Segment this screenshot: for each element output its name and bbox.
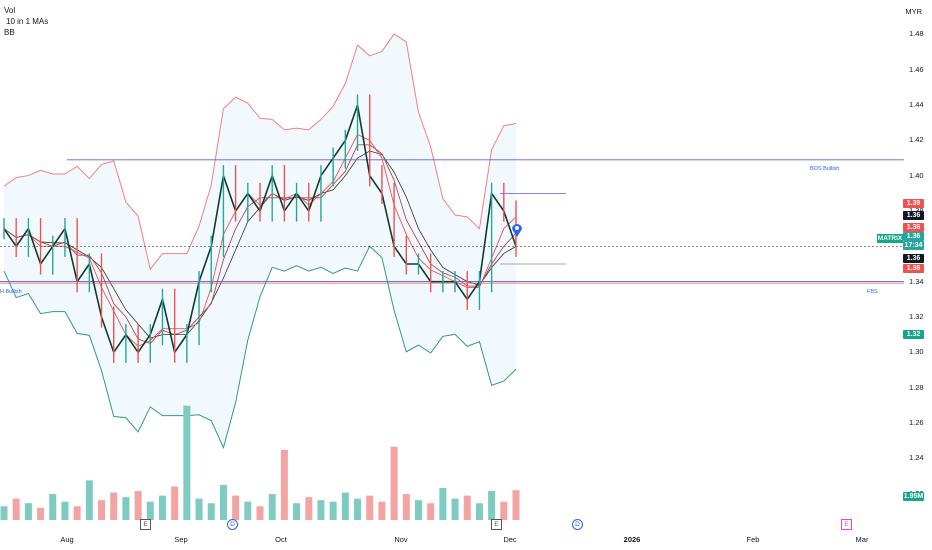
bos-bullish-label: BOS Bullish [810,166,840,172]
price-axis-tick: 1.46 [909,64,924,74]
volume-bar [158,495,166,520]
time-axis-tick: Mar [855,535,869,544]
volume-bar [183,405,191,520]
time-axis-tick: Dec [503,535,517,544]
price-badge: 1.36 [903,211,924,220]
volume-bar [463,495,471,520]
volume-bar [49,494,57,520]
price-badge: 17:34 [903,241,924,250]
volume-bar [354,498,362,520]
earnings-event-icon[interactable]: E [140,519,151,530]
price-axis-tick: 1.26 [909,417,924,427]
volume-bar [268,494,276,520]
price-badge: 1.36 [903,232,924,241]
volume-bar [24,503,32,520]
price-axis-tick: 1.48 [909,29,924,39]
volume-bar [85,480,93,520]
alert-marker-icon[interactable] [511,222,523,238]
volume-bar [110,492,118,520]
legend-moving-averages[interactable]: 10 in 1 MAs [6,17,49,26]
price-badge: 1.36 [903,223,924,232]
volume-bar [317,500,325,520]
volume-bar [512,490,520,520]
price-axis-tick: 1.44 [909,100,924,110]
choch-bullish-label: H Bullish [0,289,22,295]
fbs-label: FBS [867,289,878,295]
time-axis-tick: Feb [746,535,760,544]
volume-bar [98,500,106,520]
volume-bar [390,446,398,520]
price-axis-tick: 1.28 [909,382,924,392]
legend-bollinger-bands[interactable]: BB [4,28,15,37]
price-axis-tick: 1.30 [909,347,924,357]
volume-bar [305,497,313,520]
price-axis-tick: 1.32 [909,311,924,321]
currency-label[interactable]: MYR [905,7,922,16]
volume-bar [0,506,8,520]
volume-bar [134,491,142,520]
price-axis-tick: 1.42 [909,135,924,145]
volume-bar [61,501,69,520]
volume-bar [12,498,20,520]
volume-bar [500,501,508,520]
time-axis-tick: Nov [394,535,408,544]
volume-bar [171,486,179,520]
earnings-event-icon[interactable]: E [491,519,502,530]
volume-bar [427,503,435,520]
bollinger-band-fill [4,34,516,448]
time-axis-tick: Oct [275,535,287,544]
time-axis-tick: Sep [174,535,188,544]
price-axis-tick: 1.24 [909,453,924,463]
volume-bar [414,500,422,520]
time-axis-tick: Aug [60,535,74,544]
price-badge: 1.32 [903,330,924,339]
volume-bar [488,491,496,520]
price-badge: 1.36 [903,264,924,273]
price-axis-tick: 1.40 [909,170,924,180]
volume-bar [293,503,301,520]
price-badge: 1.36 [903,254,924,263]
volume-bar [329,501,337,520]
earnings-event-icon[interactable]: E [841,519,852,530]
price-axis-tick: 1.34 [909,276,924,286]
ticker-badge: MATRIX [877,234,903,243]
volume-bar [402,494,410,520]
volume-bar [366,495,374,520]
bollinger-lower [3,245,517,450]
volume-bar [73,506,81,520]
volume-bar [244,501,252,520]
volume-bar [37,507,45,520]
time-axis-tick: 2026 [623,535,641,544]
volume-bar [219,484,227,520]
legend-volume[interactable]: Vol [4,6,16,15]
volume-bar [280,449,288,520]
volume-bar [378,501,386,520]
volume-bar [341,492,349,520]
volume-bar [146,501,154,520]
price-axis-tick: 1.38 [909,206,924,215]
volume-bar [195,498,203,520]
dividend-event-icon[interactable]: D [227,519,238,530]
volume-bar [207,503,215,520]
price-badge: 1.39 [903,199,924,208]
volume-bar [475,503,483,520]
volume-bar [256,506,264,520]
volume-bar [439,487,447,520]
bollinger-upper [3,33,517,271]
volume-bar [232,495,240,520]
volume-bar [122,497,130,520]
price-badge: 1.95M [903,492,924,501]
dividend-event-icon[interactable]: D [572,519,583,530]
volume-bar [451,498,459,520]
